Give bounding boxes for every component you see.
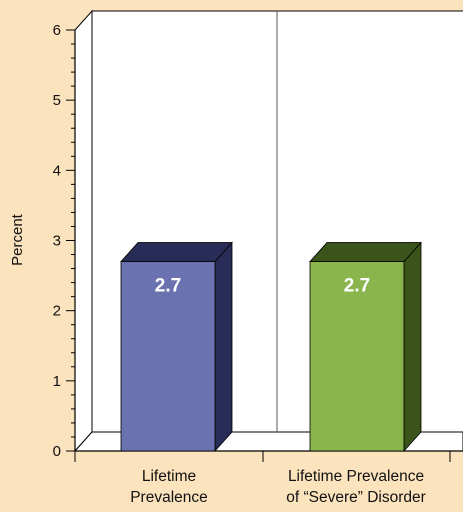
y-tick-label: 2 [53,303,61,320]
category-label: Prevalence [130,489,208,506]
bars-group: 2.7 2.7 [120,241,422,453]
y-axis-title: Percent [9,213,26,266]
plot-side-wall [74,9,93,453]
x-axis-category-labels: Lifetime Prevalence Lifetime Prevalence of … [130,468,426,506]
bar-data-label: 2.7 [155,276,181,297]
category-label: of “Severe” Disorder [286,489,426,506]
category-label: Lifetime [142,468,196,485]
bar-1: 2.7 [120,241,233,453]
bar-front-face [309,261,405,452]
y-tick-label: 3 [53,233,61,250]
bar-front-face [120,261,216,452]
y-axis-ticks: 0 1 2 3 4 5 6 [53,22,75,460]
bar-side-face [403,241,422,453]
y-tick-label: 5 [53,92,61,109]
bar-2: 2.7 [309,241,422,453]
bar-top-face [120,242,233,262]
category-label: Lifetime Prevalence [288,468,424,485]
y-tick-label: 0 [53,443,61,460]
y-tick-label: 6 [53,22,61,39]
bar-side-face [214,241,233,453]
bar-top-face [309,242,422,262]
y-tick-label: 4 [53,162,61,179]
bar-data-label: 2.7 [344,276,370,297]
y-tick-label: 1 [53,373,61,390]
